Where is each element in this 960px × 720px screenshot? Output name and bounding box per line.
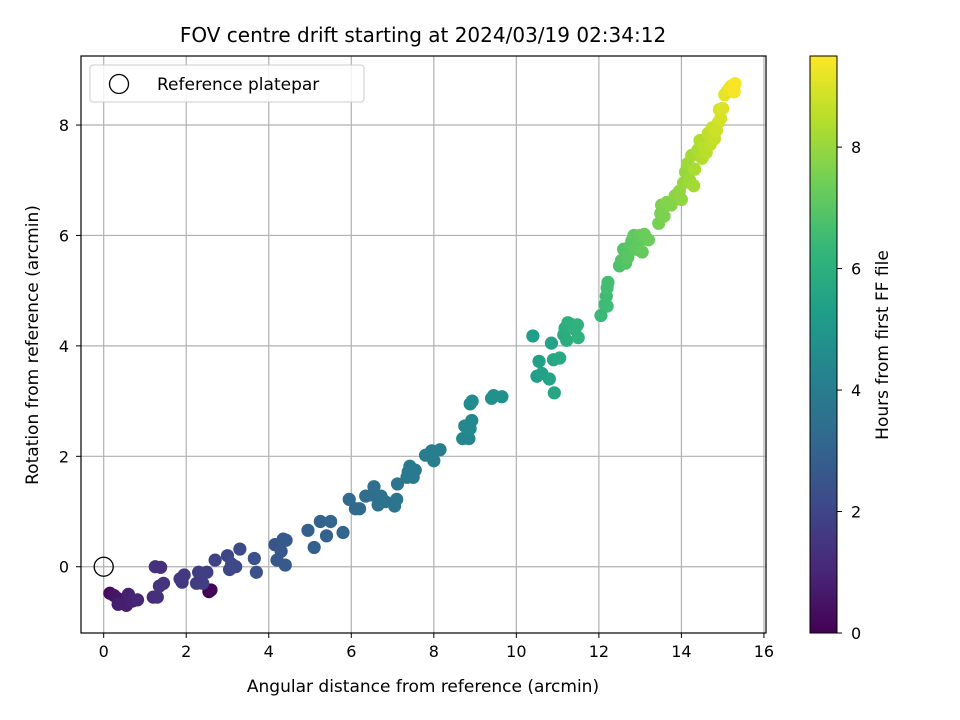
- data-point: [352, 502, 367, 516]
- data-point: [553, 351, 567, 365]
- data-point: [674, 192, 689, 207]
- x-tick-label: 8: [429, 642, 439, 661]
- data-point: [433, 443, 447, 457]
- y-axis-ticks: 0 2 4 6 8: [59, 116, 81, 577]
- data-point: [367, 480, 381, 494]
- colorbar-tick-label: 4: [851, 381, 861, 400]
- data-point: [621, 250, 635, 265]
- data-point: [570, 318, 585, 332]
- data-point: [657, 209, 671, 223]
- data-point: [571, 330, 585, 345]
- x-tick-label: 12: [589, 642, 609, 661]
- data-point: [641, 233, 655, 247]
- colorbar-gradient: [809, 55, 838, 634]
- data-point: [249, 565, 263, 579]
- data-point: [156, 576, 171, 590]
- y-axis-label: Rotation from reference (arcmin): [23, 205, 43, 485]
- x-tick-label: 2: [181, 642, 191, 661]
- data-point: [279, 533, 293, 547]
- data-point: [336, 525, 350, 540]
- data-point: [154, 560, 168, 574]
- data-point: [688, 162, 702, 176]
- x-tick-label: 0: [99, 642, 109, 661]
- legend-marker-reference: [108, 73, 130, 95]
- data-point: [465, 394, 479, 408]
- colorbar-tick-label: 2: [851, 503, 861, 522]
- data-point: [313, 514, 327, 529]
- data-point: [465, 413, 479, 428]
- y-tick-label: 2: [59, 447, 69, 466]
- data-point: [319, 529, 334, 543]
- colorbar-tick-label: 6: [851, 260, 861, 279]
- legend-label-reference: Reference platepar: [157, 75, 319, 95]
- data-point: [189, 576, 204, 590]
- data-point: [635, 245, 649, 259]
- x-axis-label: Angular distance from reference (arcmin): [247, 677, 599, 697]
- data-point: [200, 565, 214, 579]
- x-tick-label: 10: [506, 642, 526, 661]
- data-point: [130, 593, 145, 607]
- data-point: [111, 597, 125, 611]
- data-point: [716, 101, 730, 116]
- data-point: [687, 179, 701, 193]
- legend: Reference platepar: [89, 64, 365, 103]
- x-tick-label: 16: [754, 642, 774, 661]
- colorbar: 0 2 4 6 8 Hours from first FF file: [809, 55, 893, 643]
- legend-box: [89, 64, 365, 103]
- colorbar-label: Hours from first FF file: [873, 250, 893, 440]
- data-point: [526, 329, 540, 343]
- x-axis-ticks: 0 2 4 6 8 10 12 14 16: [99, 633, 774, 661]
- y-tick-label: 0: [59, 558, 69, 577]
- colorbar-tick-label: 8: [851, 138, 861, 157]
- data-point: [175, 575, 189, 589]
- data-point: [728, 77, 742, 91]
- data-point: [532, 354, 546, 368]
- data-point: [714, 111, 728, 125]
- y-tick-label: 6: [59, 226, 69, 245]
- plot-frame: [80, 55, 767, 634]
- data-point: [600, 299, 614, 313]
- data-point: [247, 551, 261, 566]
- x-tick-label: 6: [346, 642, 356, 661]
- data-point: [390, 492, 404, 506]
- data-point: [408, 463, 422, 477]
- y-tick-label: 8: [59, 116, 69, 135]
- data-point: [233, 542, 247, 556]
- data-point: [150, 590, 164, 604]
- x-tick-label: 4: [264, 642, 274, 661]
- data-point: [462, 432, 476, 446]
- data-point: [229, 560, 243, 574]
- data-point: [495, 390, 509, 404]
- data-points: [103, 77, 742, 612]
- data-point: [274, 544, 288, 558]
- chart-title: FOV centre drift starting at 2024/03/19 …: [180, 23, 666, 47]
- data-point: [544, 336, 559, 350]
- data-point: [324, 514, 338, 529]
- data-point: [594, 308, 608, 323]
- data-point: [208, 553, 222, 567]
- colorbar-tick-label: 0: [851, 624, 861, 643]
- y-tick-label: 4: [59, 337, 69, 356]
- data-point: [301, 523, 315, 537]
- grid: [81, 56, 766, 633]
- data-point: [390, 477, 405, 491]
- data-point: [560, 333, 574, 347]
- colorbar-ticks: 0 2 4 6 8: [837, 138, 861, 643]
- data-point: [342, 492, 356, 506]
- data-point: [427, 454, 441, 468]
- data-point: [601, 275, 615, 289]
- x-tick-label: 14: [671, 642, 691, 661]
- reference-layer: [93, 556, 114, 577]
- data-point: [547, 386, 561, 400]
- data-point: [542, 372, 556, 386]
- data-point: [278, 558, 292, 572]
- data-point: [307, 540, 321, 555]
- reference-point-marker: [93, 556, 114, 577]
